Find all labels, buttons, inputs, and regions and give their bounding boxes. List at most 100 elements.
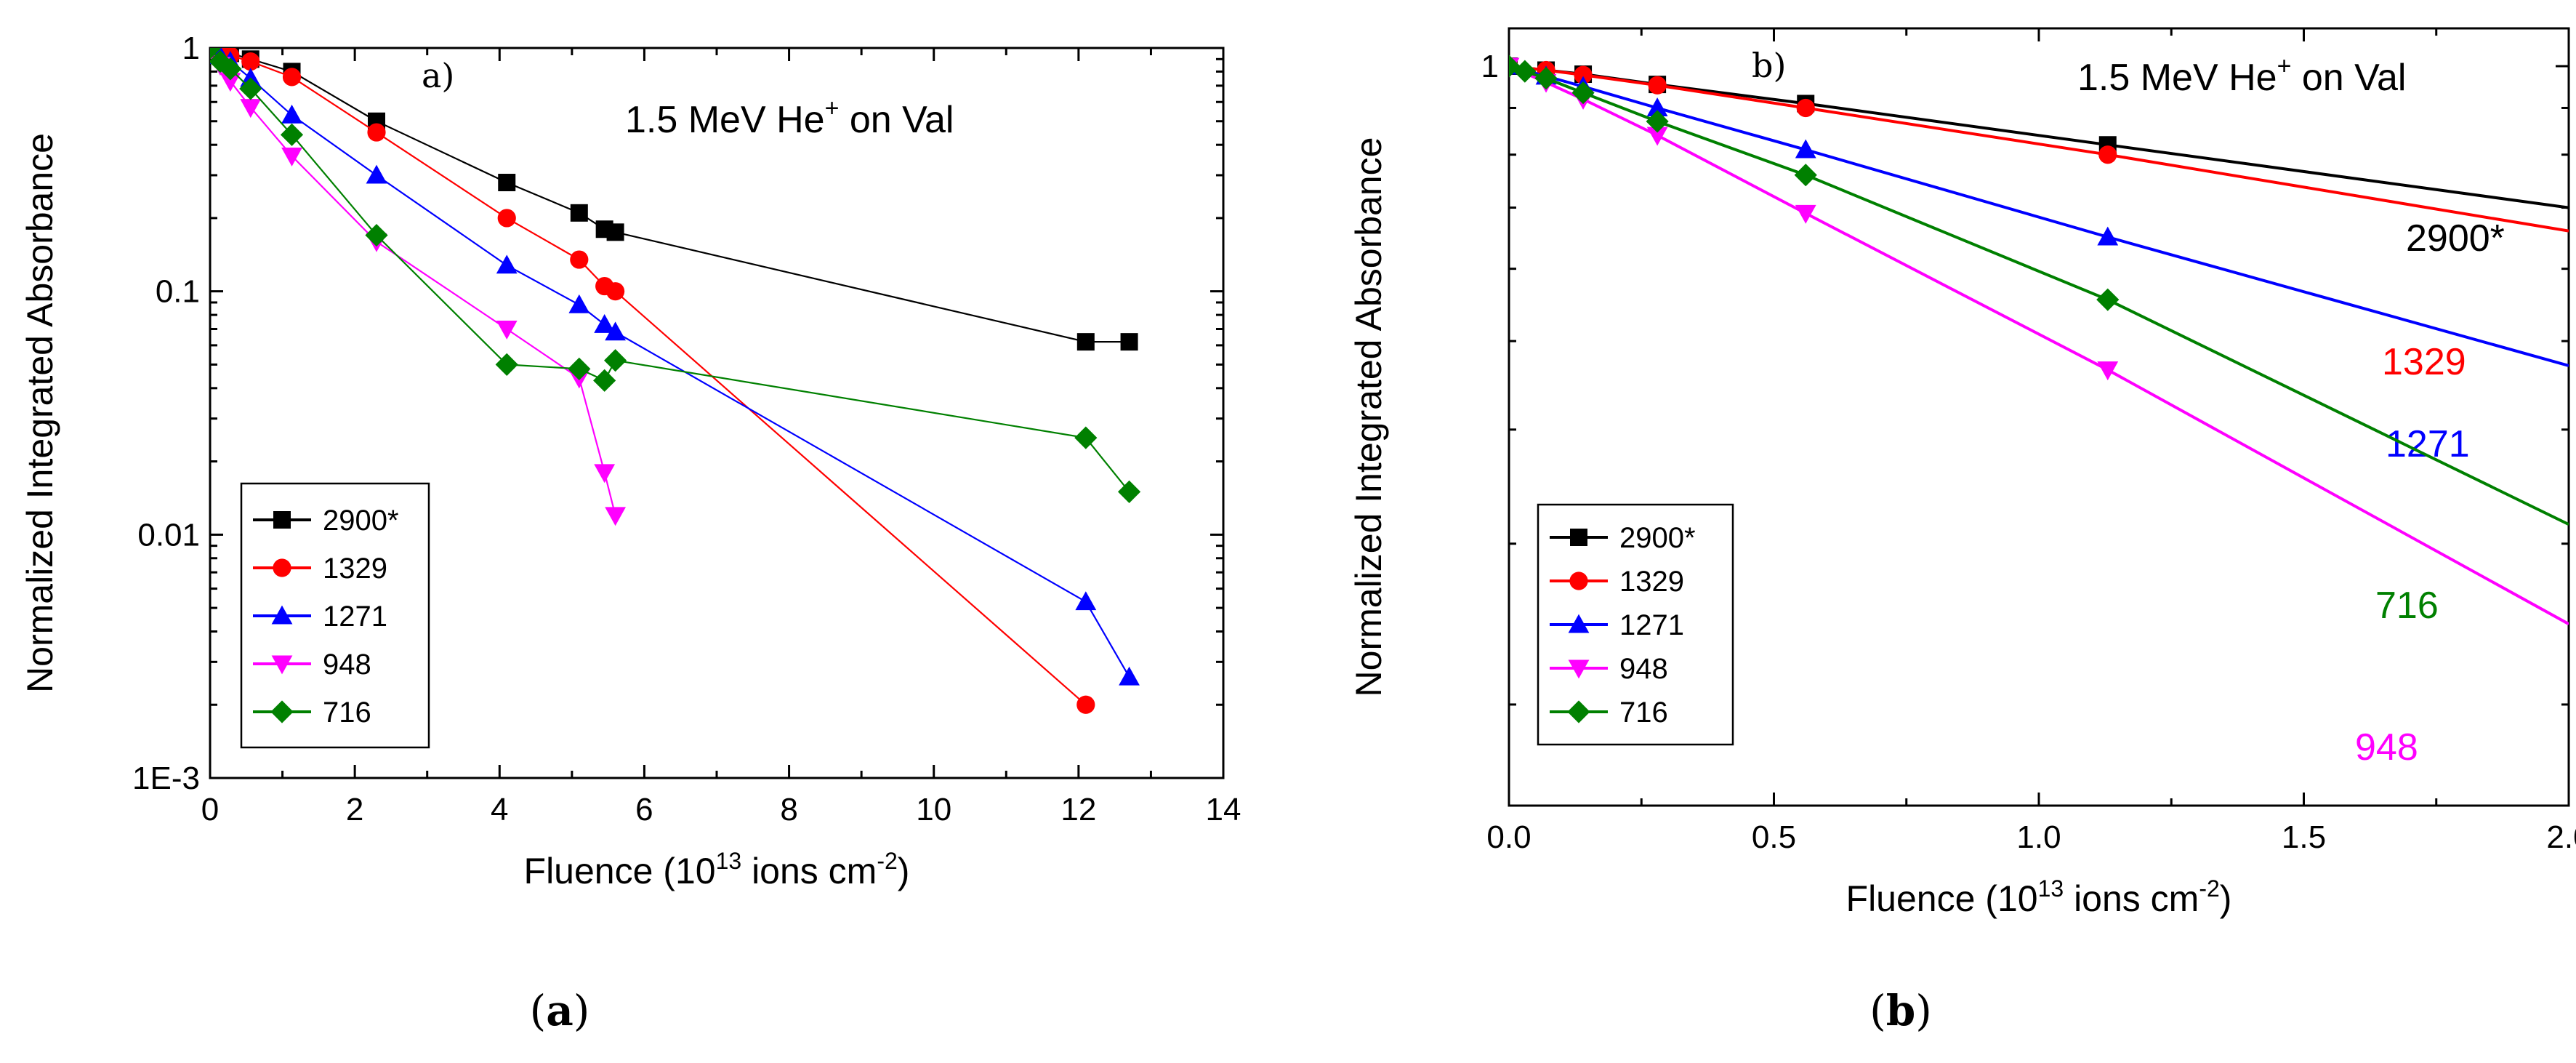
y-axis-title: Normalized Integrated Absorbance [1348, 137, 1389, 697]
y-tick-label: 1E-3 [132, 761, 200, 796]
data-point [1076, 333, 1095, 351]
x-tick-label: 2 [346, 792, 363, 827]
legend-label: 2900* [1619, 522, 1696, 554]
series-line [1509, 65, 2569, 233]
data-point [220, 73, 241, 92]
data-point [606, 282, 625, 301]
x-tick-label: 6 [635, 792, 653, 827]
data-point [1075, 591, 1097, 611]
x-tick-label: 12 [1060, 792, 1096, 827]
data-point [1646, 127, 1668, 146]
legend-marker [1570, 529, 1587, 546]
data-point [495, 353, 518, 377]
series-1271 [1509, 55, 2569, 367]
data-point [1571, 81, 1595, 105]
x-axis-title: Fluence (1013 ions cm-2) [1846, 875, 2232, 919]
x-tick-label: 0.5 [1752, 819, 1796, 855]
end-label-948: 948 [2355, 726, 2418, 769]
data-point [570, 204, 588, 222]
end-label-1271: 1271 [2386, 423, 2470, 465]
panel-letter: a) [422, 56, 454, 95]
data-point [1117, 480, 1141, 504]
data-point [281, 104, 302, 124]
data-point [240, 99, 262, 119]
chart-b: 0.0 0.5 1.0 1.5 2.0 1 Normalized Integrated Ab… [1348, 27, 2576, 919]
legend-marker [271, 605, 293, 625]
data-point [1646, 97, 1668, 116]
data-point [1513, 60, 1537, 83]
data-point [367, 123, 386, 142]
data-point [2096, 288, 2120, 311]
data-point [497, 209, 516, 228]
data-point [568, 294, 590, 313]
data-point [1534, 67, 1558, 90]
y-tick-label: 0.1 [156, 274, 200, 310]
legend-label: 1329 [323, 553, 387, 585]
data-point [496, 254, 518, 274]
legend-label: 716 [323, 697, 371, 729]
end-label-716: 716 [2375, 585, 2439, 627]
data-point [594, 464, 616, 484]
legend-marker [1567, 700, 1590, 723]
x-tick-label: 10 [916, 792, 951, 827]
x-tick-label: 8 [780, 792, 797, 827]
x-tick-label: 4 [491, 792, 508, 827]
legend-label: 948 [1619, 653, 1668, 685]
data-point [1076, 695, 1095, 714]
end-label-2900: 2900* [2406, 217, 2505, 260]
legend-marker [273, 558, 291, 577]
x-tick-label: 0 [201, 792, 219, 827]
data-point [1648, 76, 1667, 95]
data-point [1120, 333, 1138, 351]
x-tick-label: 14 [1206, 792, 1241, 827]
data-point [568, 357, 591, 380]
chart-title: 1.5 MeV He+ on Val [625, 95, 954, 141]
legend-marker [1568, 614, 1590, 633]
data-point [366, 164, 387, 184]
legend-marker [273, 511, 291, 529]
caption-b-letter: b [1886, 986, 1916, 1035]
data-point [1509, 55, 1521, 78]
end-label-1329: 1329 [2382, 341, 2466, 383]
data-point [594, 314, 616, 333]
data-point [604, 349, 627, 372]
data-point [2098, 145, 2117, 164]
series-line [210, 48, 1130, 343]
series-716 [1509, 55, 2569, 526]
data-point [1795, 139, 1816, 159]
y-axis-title: Normalized Integrated Absorbance [20, 133, 60, 693]
y-tick-label: 0.01 [137, 517, 200, 553]
legend-label: 716 [1619, 697, 1668, 729]
chart-title: 1.5 MeV He+ on Val [2077, 52, 2406, 99]
data-point [1794, 164, 1817, 187]
caption-b: (b) [1869, 986, 1932, 1035]
data-point [570, 250, 589, 269]
data-point [282, 68, 302, 87]
caption-a-letter: a [546, 986, 573, 1035]
caption-a: (a) [530, 986, 590, 1035]
legend-marker [270, 700, 294, 723]
data-point [1574, 65, 1593, 84]
legend-label: 1271 [323, 601, 387, 633]
x-axis-title: Fluence (1013 ions cm-2) [524, 848, 910, 891]
legend-label: 1329 [1619, 566, 1684, 598]
series-line [1509, 65, 2569, 367]
data-point [365, 223, 388, 247]
y-tick-label: 1 [1481, 49, 1499, 84]
data-point [2097, 361, 2119, 381]
data-point [2097, 226, 2119, 246]
data-point [496, 320, 518, 340]
data-point [240, 68, 262, 87]
data-point [605, 321, 626, 341]
data-point [280, 123, 304, 146]
data-point [593, 369, 616, 392]
data-point [210, 49, 232, 73]
data-point [1795, 204, 1816, 224]
legend-marker [1569, 571, 1588, 590]
data-point [281, 147, 302, 167]
data-point [498, 174, 516, 192]
series-line [210, 48, 616, 516]
data-point [239, 77, 262, 100]
panel-letter: b) [1752, 46, 1786, 85]
